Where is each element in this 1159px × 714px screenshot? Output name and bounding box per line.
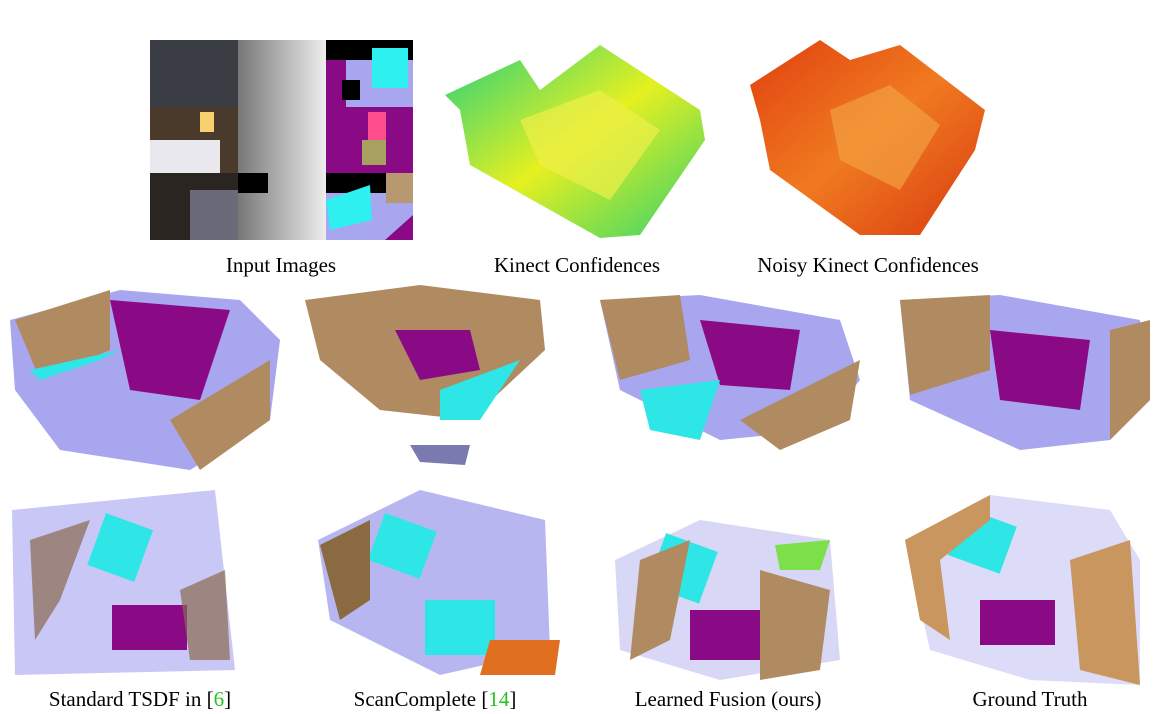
noisy-floor — [830, 85, 940, 190]
caption-part: ] — [224, 687, 231, 711]
caption: Noisy Kinect Confidences — [757, 253, 979, 277]
caption-part: 14 — [488, 687, 510, 711]
caption: Learned Fusion (ours) — [635, 687, 822, 711]
caption: Kinect Confidences — [494, 253, 660, 277]
caption-part: Ground Truth — [973, 687, 1088, 711]
reconstructions-perspective — [10, 285, 1150, 470]
caption: Ground Truth — [973, 687, 1088, 711]
caption-part: 6 — [214, 687, 225, 711]
kinect-floor — [520, 90, 660, 200]
caption: Input Images — [226, 253, 336, 277]
input-images — [150, 40, 413, 240]
caption: ScanComplete [14] — [354, 687, 517, 711]
caption-part: ScanComplete [ — [354, 687, 489, 711]
caption-part: Standard TSDF in [ — [49, 687, 214, 711]
caption-part: Learned Fusion (ours) — [635, 687, 822, 711]
caption-part: ] — [509, 687, 516, 711]
reconstructions-top — [12, 490, 1140, 685]
caption: Standard TSDF in [6] — [49, 687, 231, 711]
